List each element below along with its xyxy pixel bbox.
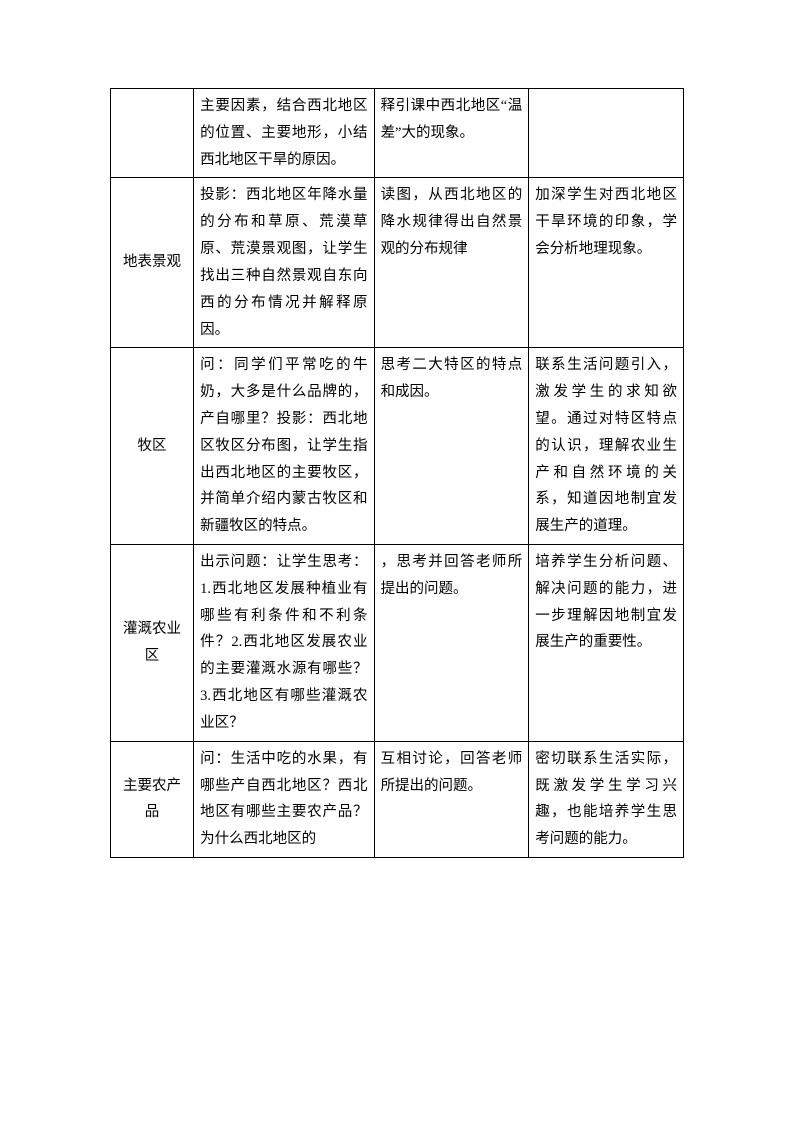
teacher-activity: 投影：西北地区年降水量的分布和草原、荒漠草原、荒漠景观图，让学生找出三种自然景观… xyxy=(194,178,374,348)
design-purpose: 加深学生对西北地区干旱环境的印象，学会分析地理现象。 xyxy=(529,178,684,348)
student-activity: 释引课中西北地区“温差”大的现象。 xyxy=(374,89,529,178)
teacher-activity: 问：同学们平常吃的牛奶，大多是什么品牌的，产自哪里？投影：西北地区牧区分布图，让… xyxy=(194,348,374,545)
row-label: 牧区 xyxy=(111,348,194,545)
design-purpose: 联系生活问题引入，激发学生的求知欲望。通过对特区特点的认识，理解农业生产和自然环… xyxy=(529,348,684,545)
student-activity: 读图，从西北地区的降水规律得出自然景观的分布规律 xyxy=(374,178,529,348)
row-label: 主要农产品 xyxy=(111,741,194,857)
table-row: 主要农产品 问：生活中吃的水果，有哪些产自西北地区？西北地区有哪些主要农产品？为… xyxy=(111,741,684,857)
table-row: 牧区 问：同学们平常吃的牛奶，大多是什么品牌的，产自哪里？投影：西北地区牧区分布… xyxy=(111,348,684,545)
table-row: 地表景观 投影：西北地区年降水量的分布和草原、荒漠草原、荒漠景观图，让学生找出三… xyxy=(111,178,684,348)
design-purpose xyxy=(529,89,684,178)
table-row: 主要因素，结合西北地区的位置、主要地形，小结西北地区干旱的原因。 释引课中西北地… xyxy=(111,89,684,178)
student-activity: 思考二大特区的特点和成因。 xyxy=(374,348,529,545)
design-purpose: 密切联系生活实际，既激发学生学习兴趣，也能培养学生思考问题的能力。 xyxy=(529,741,684,857)
teacher-activity: 问：生活中吃的水果，有哪些产自西北地区？西北地区有哪些主要农产品？为什么西北地区… xyxy=(194,741,374,857)
design-purpose: 培养学生分析问题、解决问题的能力，进一步理解因地制宜发展生产的重要性。 xyxy=(529,545,684,742)
teacher-activity: 出示问题：让学生思考：1.西北地区发展种植业有哪些有利条件和不利条件？2.西北地… xyxy=(194,545,374,742)
row-label: 地表景观 xyxy=(111,178,194,348)
teacher-activity: 主要因素，结合西北地区的位置、主要地形，小结西北地区干旱的原因。 xyxy=(194,89,374,178)
row-label xyxy=(111,89,194,178)
student-activity: ，思考并回答老师所提出的问题。 xyxy=(374,545,529,742)
student-activity: 互相讨论，回答老师所提出的问题。 xyxy=(374,741,529,857)
table-row: 灌溉农业区 出示问题：让学生思考：1.西北地区发展种植业有哪些有利条件和不利条件… xyxy=(111,545,684,742)
lesson-plan-table: 主要因素，结合西北地区的位置、主要地形，小结西北地区干旱的原因。 释引课中西北地… xyxy=(110,88,684,858)
row-label: 灌溉农业区 xyxy=(111,545,194,742)
